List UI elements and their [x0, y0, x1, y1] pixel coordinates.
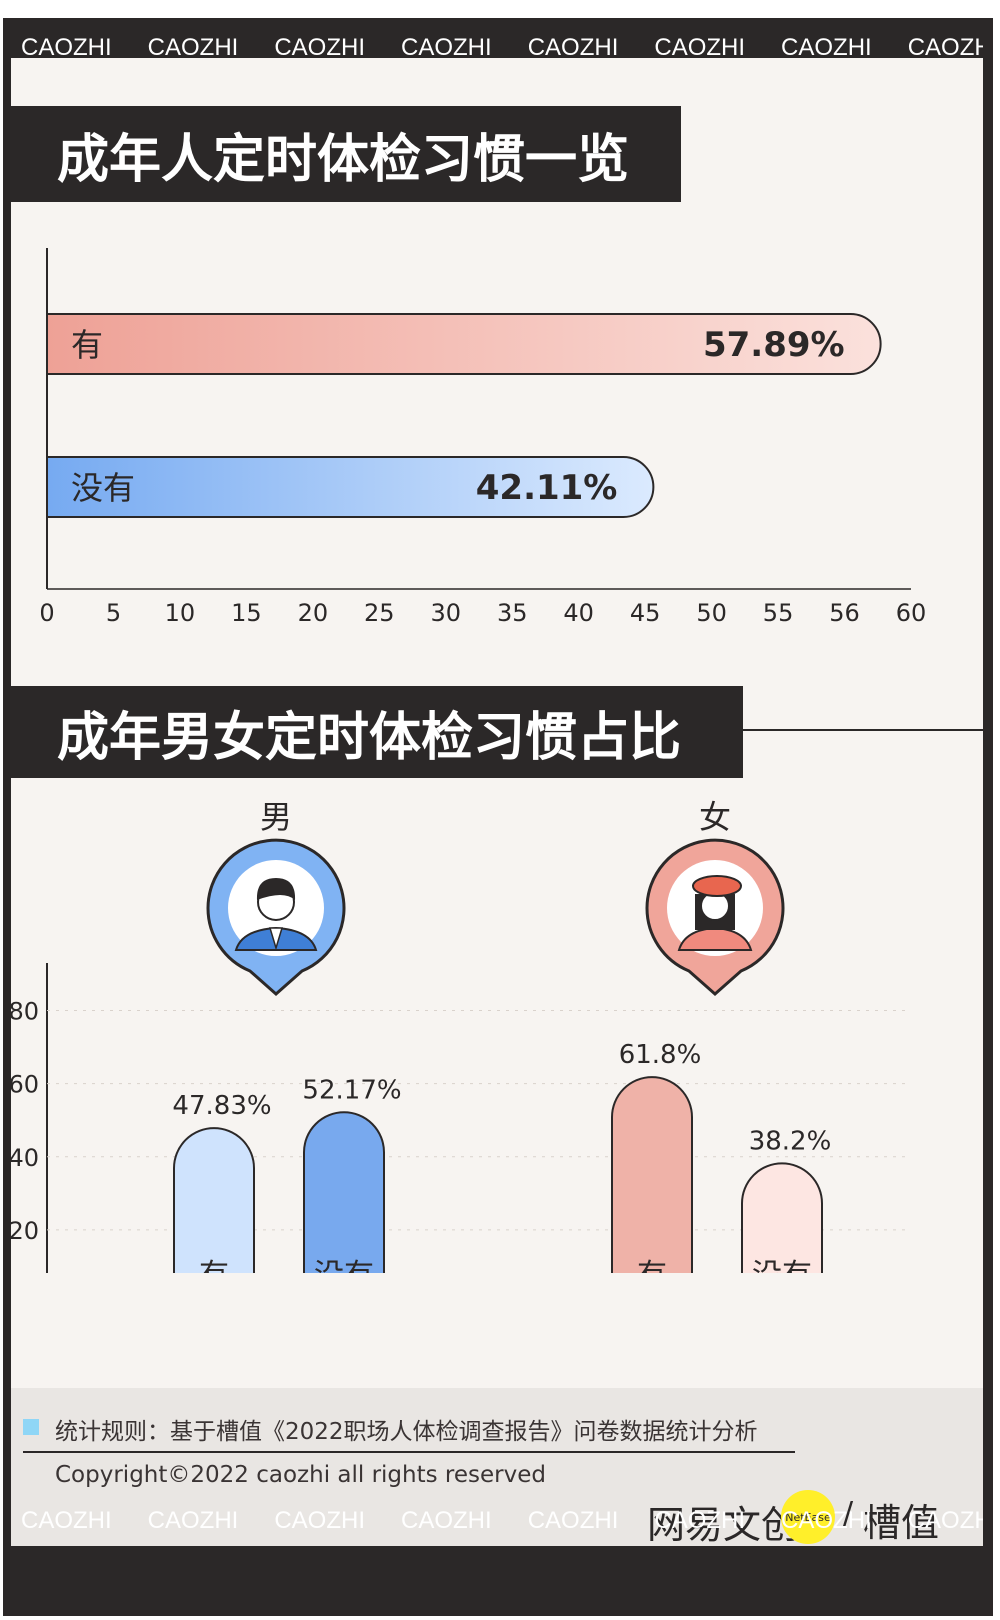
bar-category-label: 没有: [71, 469, 135, 507]
x-tick-label: 56: [829, 599, 860, 627]
male-avatar-icon: [206, 838, 346, 997]
ticker-word: CAOZHI: [527, 1507, 619, 1534]
male-label: 男: [260, 798, 292, 836]
logo-badge-text: NetEase: [785, 1510, 831, 1524]
section1-title: 成年人定时体检习惯一览: [11, 106, 681, 202]
bar-value-label: 38.2%: [749, 1126, 832, 1156]
x-tick-label: 30: [430, 599, 461, 627]
footer-note: 统计规则：基于槽值《2022职场人体检调查报告》问卷数据统计分析: [55, 1419, 758, 1445]
x-tick-label: 55: [763, 599, 794, 627]
x-tick-label: 5: [106, 599, 121, 627]
x-tick-label: 20: [298, 599, 329, 627]
bar-value-label: 42.11%: [476, 468, 618, 508]
ticker-word: CAOZHI: [654, 34, 746, 61]
x-tick-label: 25: [364, 599, 395, 627]
footer-copyright: Copyright©2022 caozhi all rights reserve…: [55, 1462, 546, 1488]
ticker-word: CAOZHI: [21, 34, 112, 61]
title-rule: [743, 729, 983, 731]
section2-title: 成年男女定时体检习惯占比: [11, 686, 743, 778]
ticker-word: CAOZHI: [147, 1507, 239, 1534]
x-tick-label: 40: [563, 599, 594, 627]
x-tick-label: 10: [165, 599, 196, 627]
bar-1: [46, 456, 655, 518]
gender-bar-chart: 020406080男女有47.83%没有52.17%有61.8%没有38.2%: [11, 798, 909, 1273]
footer-rule: [23, 1451, 795, 1453]
horizontal-bar-chart: 0 5 10 15 20 25 30 35 40 45 50 55 56 60 有 57.89% 没有 42.11…: [39, 248, 927, 627]
ticker-word: CAOZHI: [401, 1507, 492, 1534]
ticker-bottom: CAOZHI CAOZHI CAOZHI CAOZHI CAOZHI CAOZHI CAOZ…: [11, 1495, 983, 1547]
bar-value-label: 52.17%: [302, 1075, 401, 1105]
logo-netease: 网易文创: [647, 1503, 800, 1546]
female-label: 女: [699, 798, 731, 836]
bar-value-label: 47.83%: [172, 1091, 271, 1121]
ticker-word: CAOZHI: [274, 34, 366, 61]
ticker-word: CAOZHI: [654, 1507, 746, 1534]
poster-body: 成年人定时体检习惯一览 0 5 10 15 20 25 30 35 40 45 50 55 56 60 有 5…: [11, 58, 983, 1546]
bar-2: [611, 1076, 693, 1273]
logo-caozhi: 槽值: [863, 1501, 940, 1545]
x-tick-label: 50: [696, 599, 727, 627]
ticker-word: CAOZHI: [907, 34, 983, 61]
bar-category-label: 没有: [314, 1258, 374, 1273]
bar-category-label: 有: [199, 1258, 229, 1273]
bar-0: [173, 1127, 255, 1273]
y-tick-label: 80: [11, 998, 39, 1026]
ticker-word: CAOZHI: [401, 34, 492, 61]
bar-category-label: 有: [71, 326, 103, 364]
bar-1: [303, 1111, 385, 1273]
x-tick-label: 15: [231, 599, 262, 627]
bar-category-label: 没有: [752, 1258, 812, 1273]
y-tick-label: 60: [11, 1071, 39, 1099]
x-tick-label: 60: [896, 599, 927, 627]
ticker-word: CAOZHI: [907, 1507, 983, 1534]
x-tick-label: 35: [497, 599, 528, 627]
logo-badge: NetEase: [781, 1490, 835, 1544]
logo-slash: /: [843, 1496, 854, 1531]
ticker-word: CAOZHI: [274, 1507, 366, 1534]
footer: 统计规则：基于槽值《2022职场人体检调查报告》问卷数据统计分析 Copyrig…: [11, 1388, 983, 1546]
bar-3: [741, 1162, 823, 1273]
ticker-word: CAOZHI: [781, 34, 872, 61]
y-tick-label: 40: [11, 1144, 39, 1172]
ticker-word: CAOZHI: [527, 34, 619, 61]
bar-category-label: 有: [637, 1258, 667, 1273]
y-tick-label: 20: [11, 1217, 39, 1245]
ticker-word: CAOZHI: [21, 1507, 112, 1534]
bar-value-label: 61.8%: [619, 1040, 702, 1070]
ticker-word: CAOZHI: [781, 1507, 872, 1534]
square-icon: [23, 1419, 39, 1435]
x-tick-label: 45: [630, 599, 661, 627]
bar-0: [46, 313, 882, 375]
ticker-top: CAOZHI CAOZHI CAOZHI CAOZHI CAOZHI CAOZHI CAOZ…: [11, 22, 983, 74]
ticker-word: CAOZHI: [147, 34, 239, 61]
x-tick-label: 0: [39, 599, 54, 627]
female-avatar-icon: [645, 838, 785, 997]
bar-value-label: 57.89%: [703, 325, 845, 365]
